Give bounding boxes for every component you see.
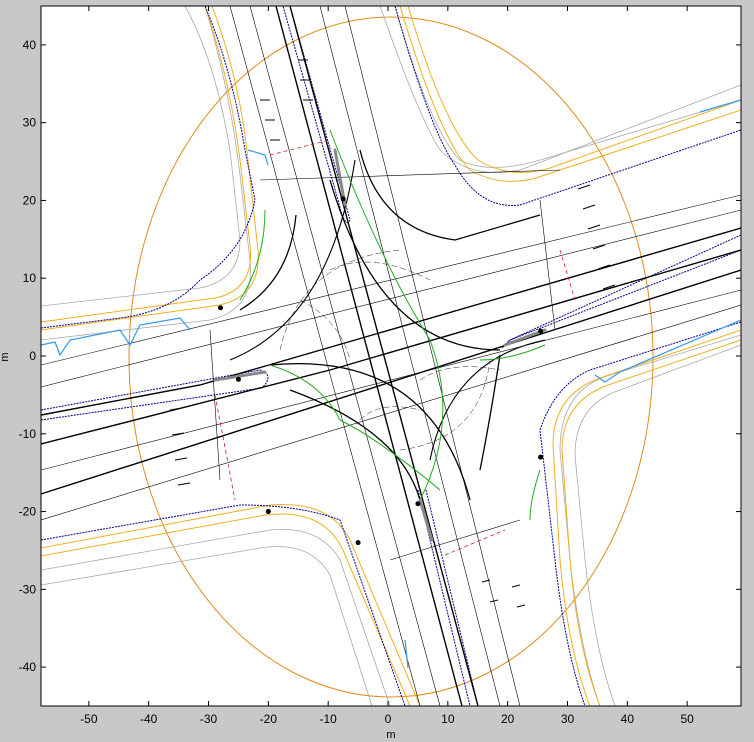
marker-point (538, 328, 544, 334)
road-drawing (41, 6, 741, 706)
marker-point (415, 501, 421, 507)
y-tick-label: 20 (23, 193, 37, 207)
y-tick-label: -40 (19, 660, 37, 674)
y-tick-label: -30 (19, 582, 37, 596)
turn-paths (239, 129, 546, 521)
y-tick-label: 10 (23, 271, 37, 285)
y-tick-label: -20 (19, 505, 37, 519)
marker-point (340, 196, 346, 202)
median-islands (213, 148, 547, 542)
x-tick-label: 10 (441, 712, 455, 726)
x-tick-label: 20 (501, 712, 515, 726)
marker-point (355, 540, 361, 546)
x-axis-label: m (386, 729, 395, 741)
x-tick-label: 50 (680, 712, 694, 726)
plot-area (41, 6, 741, 706)
y-tick-label: 30 (23, 116, 37, 130)
x-tick-label: -30 (200, 712, 218, 726)
x-tick-label: -40 (140, 712, 158, 726)
lane-arrows (169, 59, 616, 608)
marker-point (265, 509, 271, 515)
axis-ticks: -50 -40 -30 -20 -10 0 10 20 30 40 50 40 30 20 10 0 -10 -2… (19, 6, 741, 726)
marker-point (235, 376, 241, 382)
lane-lines (41, 6, 741, 706)
x-tick-label: -10 (320, 712, 338, 726)
y-tick-label: 0 (29, 349, 36, 363)
y-axis-label: m (0, 352, 11, 361)
y-tick-label: -10 (19, 427, 37, 441)
crosswalks (214, 139, 576, 556)
x-tick-label: 0 (385, 712, 392, 726)
x-tick-label: 40 (621, 712, 635, 726)
intersection-boundary (128, 16, 654, 698)
markers (217, 196, 544, 546)
x-tick-label: -50 (80, 712, 98, 726)
marker-point (217, 305, 223, 311)
x-tick-label: -20 (260, 712, 278, 726)
marker-point (538, 454, 544, 460)
edge-water-lines (41, 99, 741, 669)
y-tick-label: 40 (23, 38, 37, 52)
x-tick-label: 30 (561, 712, 575, 726)
curb-lines (41, 6, 741, 706)
construction-lines (279, 249, 501, 451)
